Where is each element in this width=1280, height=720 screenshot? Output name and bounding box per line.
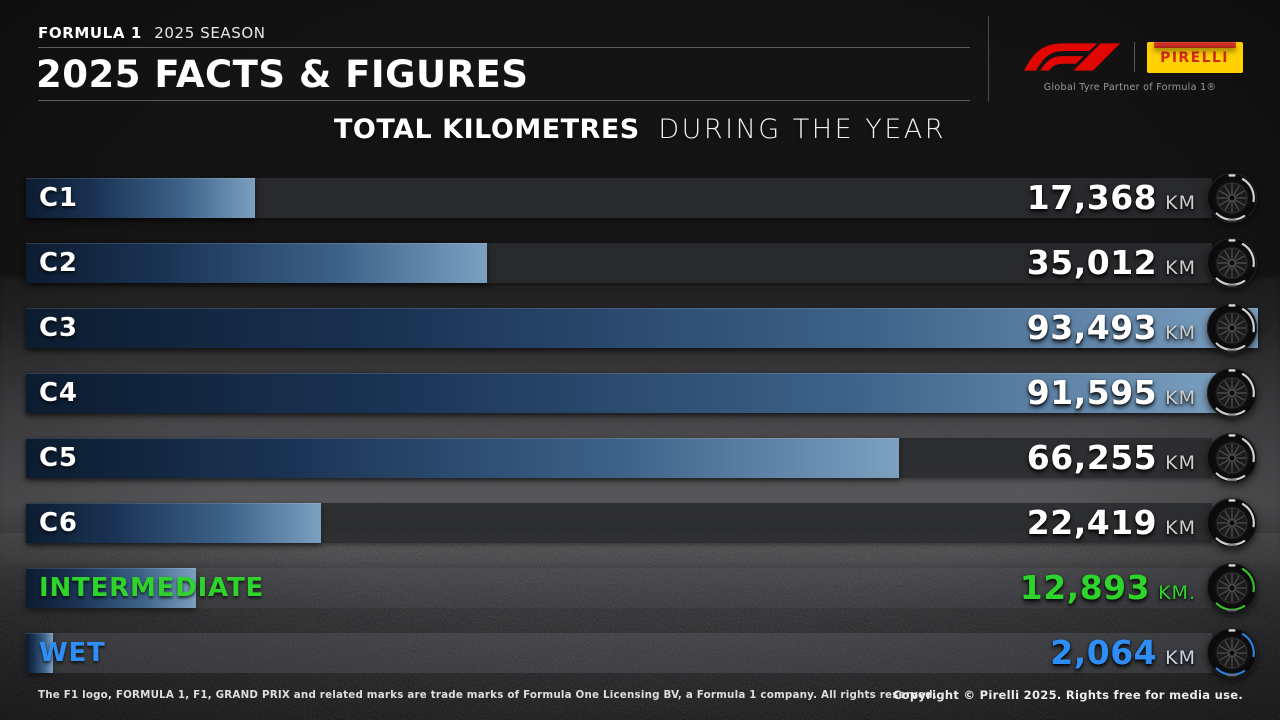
- tyre-icon: [1207, 238, 1257, 288]
- bar-value: 17,368: [1026, 178, 1158, 217]
- compound-label: C2: [39, 248, 78, 278]
- compound-label: C5: [39, 443, 78, 473]
- tyre-icon: [1207, 563, 1257, 613]
- page-title: 2025 FACTS & FIGURES: [36, 53, 529, 96]
- value-group: 22,419 KM: [1027, 503, 1196, 543]
- pirelli-bottom-bar: [1153, 41, 1236, 45]
- compound-label: INTERMEDIATE: [39, 573, 265, 603]
- bar-row: WET 2,064 KM: [26, 628, 1258, 678]
- pirelli-logo-text: PIRELLI: [1160, 49, 1229, 66]
- bar-value: 22,419: [1026, 503, 1158, 542]
- bar-unit: KM: [1165, 452, 1196, 474]
- bar-fill: [26, 178, 255, 218]
- bar-row: C3 93,493 KM: [26, 303, 1258, 353]
- bar-value: 12,893: [1019, 568, 1151, 607]
- bars: C1 17,368 KM C2: [26, 173, 1258, 698]
- partner-logos: PIRELLI Global Tyre Partner of Formula 1…: [1008, 40, 1252, 93]
- tyre-icon: [1207, 433, 1257, 483]
- chart-title-emphasis: TOTAL KILOMETRES: [333, 114, 640, 145]
- bar-row: INTERMEDIATE 12,893 KM.: [26, 563, 1258, 613]
- season-kicker: FORMULA 1 2025 SEASON: [38, 24, 266, 42]
- bar-unit: KM: [1165, 647, 1196, 669]
- bar-fill: [26, 633, 54, 673]
- compound-label: WET: [39, 638, 106, 668]
- bar-track: [26, 568, 1212, 608]
- bar-row: C5 66,255 KM: [26, 433, 1258, 483]
- bar-row: C1 17,368 KM: [26, 173, 1258, 223]
- header-logo-divider: [988, 16, 989, 102]
- bar-unit: KM: [1165, 192, 1196, 214]
- compound-label: C3: [39, 313, 78, 343]
- tyre-icon: [1207, 628, 1257, 678]
- bar-row: C4 91,595 KM: [26, 368, 1258, 418]
- bar-unit: KM: [1165, 322, 1196, 344]
- logo-row: PIRELLI: [1008, 40, 1252, 74]
- bar-row: C2 35,012 KM: [26, 238, 1258, 288]
- bar-fill: [26, 438, 900, 478]
- chart-title-regular: DURING THE YEAR: [658, 114, 947, 145]
- compound-label: C1: [39, 183, 78, 213]
- tyre-icon: [1207, 173, 1257, 223]
- bar-fill: [26, 503, 322, 543]
- bar-unit: KM: [1165, 387, 1196, 409]
- bar-value: 91,595: [1026, 373, 1158, 412]
- partner-tagline: Global Tyre Partner of Formula 1®: [1043, 82, 1217, 93]
- header-rule-bottom: [38, 100, 970, 101]
- compound-label: C4: [39, 378, 78, 408]
- pirelli-top-bar: [1153, 44, 1236, 48]
- tyre-icon: [1207, 498, 1257, 548]
- trademark-notice: The F1 logo, FORMULA 1, F1, GRAND PRIX a…: [38, 689, 937, 701]
- f1-logo-icon: [1023, 43, 1120, 71]
- bar-fill: [26, 568, 196, 608]
- value-group: 12,893 KM.: [1020, 568, 1196, 608]
- bar-value: 93,493: [1026, 308, 1158, 347]
- compound-label: C6: [39, 508, 78, 538]
- kicker-formula1: FORMULA 1: [38, 24, 142, 42]
- bar-value: 66,255: [1026, 438, 1158, 477]
- value-group: 17,368 KM: [1027, 178, 1196, 218]
- value-group: 91,595 KM: [1027, 373, 1196, 413]
- bar-fill: [26, 373, 1233, 413]
- bar-fill: [26, 243, 488, 283]
- bar-unit: KM: [1165, 257, 1196, 279]
- pirelli-logo: PIRELLI: [1146, 41, 1243, 73]
- bar-fill: [26, 308, 1258, 348]
- tyre-rim-accent: [1209, 175, 1255, 221]
- value-group: 35,012 KM: [1027, 243, 1196, 283]
- bar-unit: KM: [1165, 517, 1196, 539]
- kicker-season: 2025 SEASON: [154, 24, 266, 42]
- header-rule-top: [38, 47, 970, 48]
- tyre-icon: [1207, 303, 1257, 353]
- value-group: 93,493 KM: [1027, 308, 1196, 348]
- value-group: 2,064 KM: [1050, 633, 1196, 673]
- bar-unit: KM.: [1158, 582, 1196, 604]
- copyright-notice: Copyright © Pirelli 2025. Rights free fo…: [892, 688, 1243, 702]
- value-group: 66,255 KM: [1027, 438, 1196, 478]
- logo-separator: [1133, 42, 1135, 72]
- tyre-icon: [1207, 368, 1257, 418]
- bar-value: 2,064: [1050, 633, 1158, 672]
- bar-row: C6 22,419 KM: [26, 498, 1258, 548]
- bar-track: [26, 633, 1212, 673]
- chart-title: TOTAL KILOMETRES DURING THE YEAR: [0, 114, 1280, 145]
- bar-value: 35,012: [1026, 243, 1158, 282]
